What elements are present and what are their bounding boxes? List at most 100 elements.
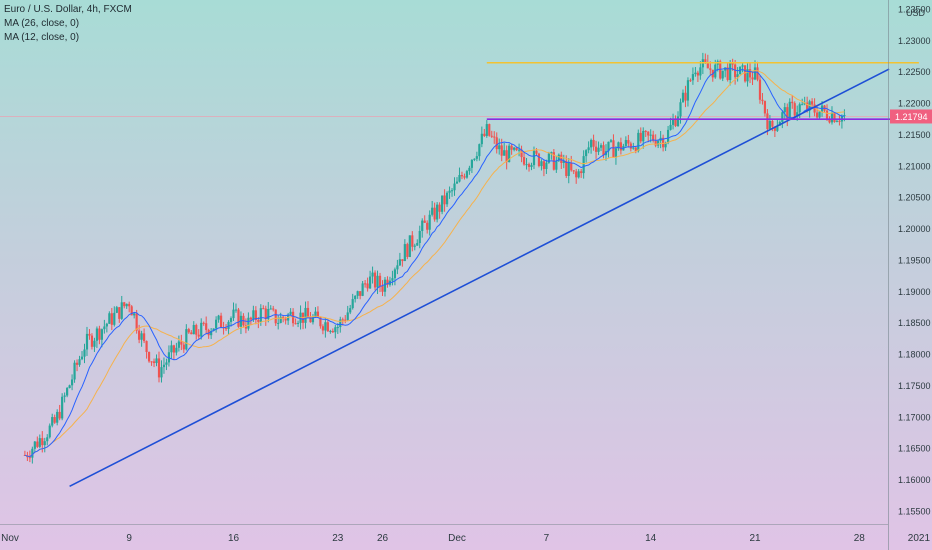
candle-body bbox=[80, 356, 84, 360]
candle-body bbox=[133, 313, 136, 316]
candle-body bbox=[557, 154, 560, 161]
candle-body bbox=[75, 362, 79, 365]
y-tick-label: 1.18000 bbox=[898, 350, 931, 360]
candle-body bbox=[229, 318, 233, 322]
candle-body bbox=[85, 333, 89, 350]
candle-body bbox=[135, 313, 138, 331]
price-badge bbox=[890, 109, 932, 124]
candle-body bbox=[515, 147, 518, 151]
candle-body bbox=[336, 327, 339, 329]
candle-body bbox=[143, 333, 146, 342]
candle-body bbox=[274, 309, 277, 324]
candle-body bbox=[473, 158, 476, 160]
candle-body bbox=[609, 140, 613, 142]
candle-body bbox=[465, 171, 469, 178]
candle-body bbox=[403, 244, 406, 262]
candle-body bbox=[791, 101, 794, 104]
candle-body bbox=[644, 130, 647, 132]
candle-body bbox=[453, 183, 456, 191]
candle-body bbox=[359, 291, 362, 296]
y-tick-label: 1.15500 bbox=[898, 506, 931, 516]
candle-body bbox=[438, 204, 441, 212]
candle-body bbox=[56, 411, 59, 423]
candle-body bbox=[825, 110, 829, 119]
candle-body bbox=[498, 145, 501, 150]
candle-body bbox=[105, 323, 108, 327]
candle-body bbox=[46, 437, 49, 442]
candle-body bbox=[61, 396, 64, 419]
candle-body bbox=[768, 120, 771, 129]
candle-body bbox=[654, 140, 657, 146]
candle-body bbox=[843, 115, 846, 117]
candle-body bbox=[758, 79, 762, 100]
candle-body bbox=[704, 59, 707, 63]
candle-body bbox=[73, 362, 76, 380]
candle-body bbox=[726, 67, 729, 80]
candle-body bbox=[637, 132, 640, 152]
candle-body bbox=[341, 319, 344, 321]
price-badge-label: 1.21794 bbox=[895, 112, 928, 122]
candle-body bbox=[319, 317, 322, 327]
candle-body bbox=[478, 144, 481, 157]
y-tick-label: 1.20000 bbox=[898, 224, 931, 234]
candle-body bbox=[838, 120, 841, 122]
candle-body bbox=[709, 68, 712, 70]
candle-body bbox=[175, 347, 178, 353]
candle-body bbox=[351, 299, 354, 309]
candle-body bbox=[773, 126, 776, 131]
x-tick-label: Nov bbox=[1, 533, 19, 544]
candle-body bbox=[602, 145, 605, 156]
candle-body bbox=[33, 441, 36, 449]
candle-body bbox=[83, 349, 86, 357]
candle-body bbox=[572, 170, 575, 172]
candle-body bbox=[674, 119, 677, 127]
candle-body bbox=[152, 361, 156, 364]
candle-body bbox=[269, 308, 272, 310]
candle-body bbox=[639, 132, 642, 142]
candle-body bbox=[157, 358, 161, 378]
candle-body bbox=[284, 318, 287, 321]
candle-body bbox=[150, 361, 153, 363]
candle-body bbox=[570, 162, 573, 171]
candle-body bbox=[460, 175, 464, 177]
candle-body bbox=[575, 171, 578, 178]
candle-body bbox=[252, 310, 255, 320]
candle-body bbox=[617, 142, 620, 149]
candle-body bbox=[766, 113, 769, 129]
candle-body bbox=[257, 320, 260, 322]
candle-body bbox=[748, 69, 752, 78]
candle-body bbox=[828, 118, 831, 123]
candle-body bbox=[383, 279, 387, 292]
candle-body bbox=[788, 101, 791, 120]
candle-body bbox=[433, 207, 436, 220]
y-tick-label: 1.21500 bbox=[898, 130, 931, 140]
candle-body bbox=[398, 259, 401, 266]
candle-body bbox=[731, 62, 734, 65]
candle-body bbox=[326, 322, 329, 332]
x-tick-label: 14 bbox=[645, 533, 657, 544]
y-tick-label: 1.23000 bbox=[898, 36, 931, 46]
candle-body bbox=[192, 324, 195, 335]
candle-body bbox=[480, 133, 483, 145]
candle-body bbox=[401, 259, 404, 262]
candle-body bbox=[344, 319, 347, 321]
candle-body bbox=[272, 308, 275, 310]
candle-body bbox=[540, 161, 543, 167]
candle-body bbox=[468, 167, 471, 172]
candle-body bbox=[510, 145, 513, 150]
candle-body bbox=[294, 323, 297, 325]
candle-body bbox=[115, 307, 118, 313]
candle-body bbox=[232, 309, 235, 319]
candle-body bbox=[185, 329, 188, 350]
candle-body bbox=[28, 457, 31, 459]
candle-body bbox=[833, 113, 836, 122]
candle-body bbox=[555, 160, 558, 170]
candle-body bbox=[652, 134, 655, 141]
candle-body bbox=[582, 156, 585, 174]
candle-body bbox=[324, 322, 327, 331]
x-tick-label: 9 bbox=[126, 533, 132, 544]
candle-body bbox=[590, 139, 593, 148]
candle-body bbox=[267, 308, 270, 319]
candle-body bbox=[41, 438, 44, 446]
candle-body bbox=[431, 207, 434, 215]
